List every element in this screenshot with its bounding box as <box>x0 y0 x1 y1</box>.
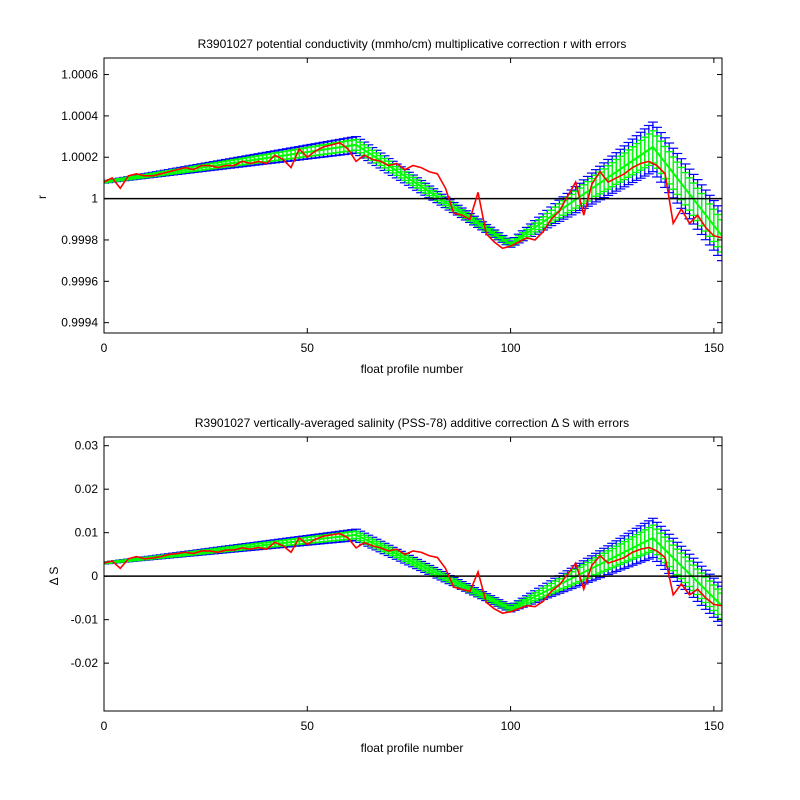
x-tick-label: 0 <box>101 719 108 733</box>
plot-area: 0 50 100 150 -0.02 -0.01 0 0.01 0.02 0.03 <box>71 436 724 733</box>
y-tick-label: -0.02 <box>71 656 99 670</box>
salinity-correction-chart: R3901027 vertically-averaged salinity (P… <box>47 416 724 755</box>
plot-content <box>104 121 722 262</box>
y-tick-label: 1.0006 <box>61 68 98 82</box>
y-tick-label: 0.03 <box>75 439 99 453</box>
chart-title: R3901027 vertically-averaged salinity (P… <box>195 416 629 430</box>
x-axis-label: float profile number <box>361 741 464 755</box>
measured-correction-line <box>104 532 722 614</box>
plot-area: 0 50 100 150 0.9994 0.9996 0.9998 1 1.0002 1.0004… <box>61 57 724 355</box>
x-axis-label: float profile number <box>361 362 464 376</box>
plot-content <box>104 517 722 626</box>
x-tick-label: 50 <box>301 719 315 733</box>
x-tick-label: 100 <box>501 341 521 355</box>
measured-correction-line <box>104 141 722 250</box>
y-tick-label: 0.01 <box>75 526 99 540</box>
y-tick-label: 0.02 <box>75 482 99 496</box>
y-tick-label: 1 <box>91 192 98 206</box>
x-tick-label: 150 <box>704 719 724 733</box>
chart-title: R3901027 potential conductivity (mmho/cm… <box>198 37 627 51</box>
plot-frame <box>103 57 723 334</box>
x-tick-label: 100 <box>501 719 521 733</box>
y-tick-label: 1.0002 <box>61 150 98 164</box>
y-axis-label: Δ S <box>47 567 61 586</box>
y-tick-label: 1.0004 <box>61 109 98 123</box>
plot-frame <box>103 436 723 712</box>
y-tick-label: 0.9996 <box>61 274 98 288</box>
y-tick-label: 0.9998 <box>61 233 98 247</box>
y-tick-label: 0.9994 <box>61 316 98 330</box>
x-tick-label: 0 <box>101 341 108 355</box>
x-tick-label: 150 <box>704 341 724 355</box>
y-tick-label: -0.01 <box>71 613 99 627</box>
conductivity-correction-chart: R3901027 potential conductivity (mmho/cm… <box>35 37 724 376</box>
x-tick-label: 50 <box>301 341 315 355</box>
y-tick-label: 0 <box>91 569 98 583</box>
y-axis-label: r <box>35 195 49 199</box>
